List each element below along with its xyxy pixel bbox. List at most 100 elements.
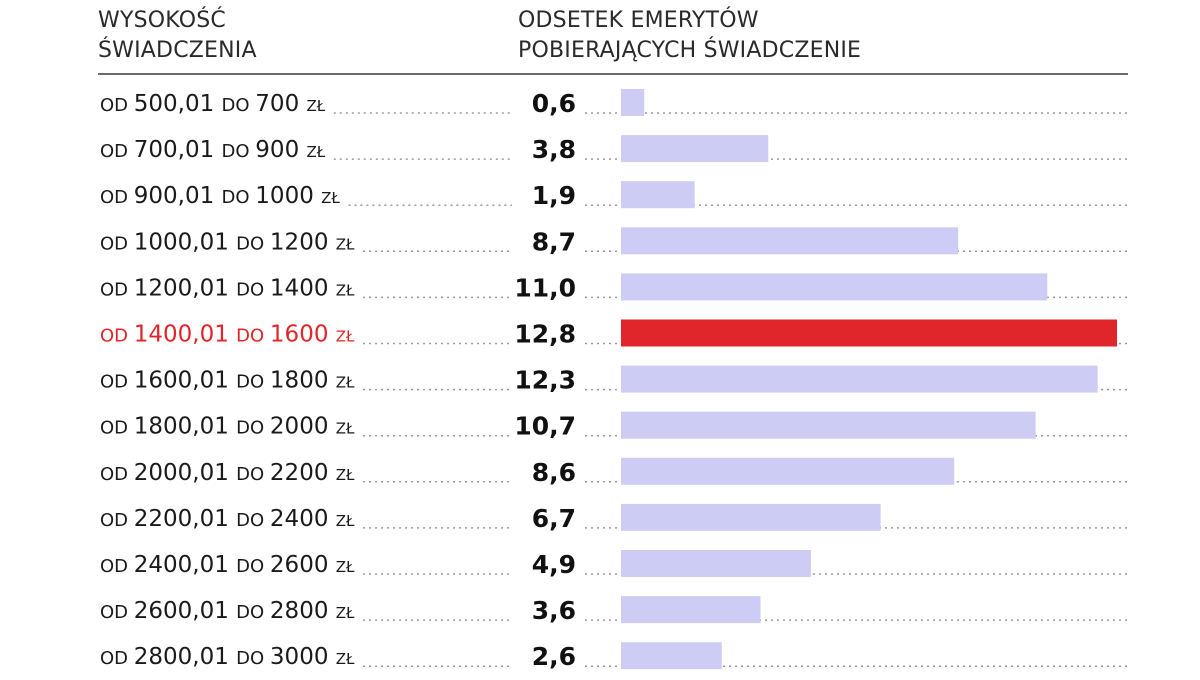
range-connector: DO bbox=[236, 510, 270, 531]
category-header-line-2: ŚWIADCZENIA bbox=[98, 38, 257, 63]
category-column-header: WYSOKOŚĆ ŚWIADCZENIA bbox=[98, 6, 478, 66]
value-label: 0,6 bbox=[532, 89, 576, 118]
category-label: OD 700,01 DO 900 ZŁ bbox=[100, 137, 326, 163]
range-from: 2400,01 bbox=[134, 552, 236, 578]
category-label: OD 2200,01 DO 2400 ZŁ bbox=[100, 506, 355, 532]
range-prefix: OD bbox=[100, 141, 134, 162]
bar bbox=[621, 365, 1098, 393]
bar bbox=[621, 550, 811, 577]
range-unit: ZŁ bbox=[307, 143, 326, 161]
category-label: OD 2400,01 DO 2600 ZŁ bbox=[100, 552, 355, 578]
chart-row: OD 1600,01 DO 1800 ZŁ 12,3 bbox=[100, 365, 1128, 395]
range-prefix: OD bbox=[100, 556, 134, 577]
range-connector: DO bbox=[236, 602, 270, 623]
range-prefix: OD bbox=[100, 187, 134, 208]
range-from: 1000,01 bbox=[134, 229, 236, 255]
range-from: 2200,01 bbox=[134, 506, 236, 532]
chart-row: OD 500,01 DO 700 ZŁ 0,6 bbox=[100, 89, 1128, 118]
range-unit: ZŁ bbox=[336, 281, 355, 299]
bar bbox=[621, 273, 1048, 301]
bar bbox=[621, 227, 959, 255]
header-divider bbox=[98, 73, 1128, 75]
range-to: 700 bbox=[255, 91, 306, 117]
value-label: 8,7 bbox=[532, 227, 576, 256]
range-from: 2800,01 bbox=[134, 644, 236, 670]
bar bbox=[621, 457, 955, 485]
category-label: OD 500,01 DO 700 ZŁ bbox=[100, 91, 326, 117]
value-label: 2,6 bbox=[532, 642, 576, 671]
range-connector: DO bbox=[222, 187, 256, 208]
range-from: 1200,01 bbox=[134, 275, 236, 301]
range-unit: ZŁ bbox=[336, 558, 355, 576]
range-to: 1400 bbox=[270, 275, 336, 301]
chart-row: OD 900,01 DO 1000 ZŁ 1,9 bbox=[100, 181, 1128, 210]
value-label: 6,7 bbox=[532, 504, 576, 533]
range-connector: DO bbox=[236, 464, 270, 485]
bar bbox=[621, 642, 722, 670]
value-label: 8,6 bbox=[532, 458, 576, 487]
value-label: 12,3 bbox=[514, 366, 576, 395]
bar bbox=[621, 503, 881, 531]
range-from: 700,01 bbox=[134, 137, 222, 163]
category-label: OD 2600,01 DO 2800 ZŁ bbox=[100, 598, 355, 624]
chart-row: OD 2200,01 DO 2400 ZŁ 6,7 bbox=[100, 503, 1128, 533]
range-unit: ZŁ bbox=[321, 189, 340, 207]
range-prefix: OD bbox=[100, 279, 134, 300]
range-connector: DO bbox=[222, 95, 256, 116]
range-to: 1800 bbox=[270, 368, 336, 394]
range-prefix: OD bbox=[100, 602, 134, 623]
bar bbox=[621, 89, 645, 116]
category-header-line-1: WYSOKOŚĆ bbox=[98, 8, 226, 33]
bar bbox=[621, 411, 1036, 439]
range-to: 2200 bbox=[270, 460, 336, 486]
value-label: 4,9 bbox=[532, 550, 576, 579]
category-label: OD 1400,01 DO 1600 ZŁ bbox=[100, 322, 355, 348]
category-label: OD 1800,01 DO 2000 ZŁ bbox=[100, 414, 355, 440]
bar bbox=[621, 319, 1117, 347]
chart-row: OD 2600,01 DO 2800 ZŁ 3,6 bbox=[100, 596, 1128, 625]
range-from: 1600,01 bbox=[134, 368, 236, 394]
range-to: 2800 bbox=[270, 598, 336, 624]
value-label: 12,8 bbox=[514, 320, 576, 349]
range-unit: ZŁ bbox=[307, 97, 326, 115]
range-prefix: OD bbox=[100, 418, 134, 439]
category-label: OD 1200,01 DO 1400 ZŁ bbox=[100, 275, 355, 301]
range-to: 2400 bbox=[270, 506, 336, 532]
range-prefix: OD bbox=[100, 648, 134, 669]
range-unit: ZŁ bbox=[336, 604, 355, 622]
range-to: 1600 bbox=[270, 322, 336, 348]
chart-row: OD 1800,01 DO 2000 ZŁ 10,7 bbox=[100, 411, 1128, 441]
bar bbox=[621, 135, 769, 163]
chart-row: OD 1400,01 DO 1600 ZŁ 12,8 bbox=[100, 319, 1128, 349]
range-from: 2600,01 bbox=[134, 598, 236, 624]
value-label: 10,7 bbox=[514, 412, 576, 441]
range-prefix: OD bbox=[100, 464, 134, 485]
range-unit: ZŁ bbox=[336, 466, 355, 484]
value-label: 11,0 bbox=[514, 273, 576, 302]
range-unit: ZŁ bbox=[336, 374, 355, 392]
range-connector: DO bbox=[236, 556, 270, 577]
value-header-line-2: POBIERAJĄCYCH ŚWIADCZENIE bbox=[518, 38, 862, 63]
range-connector: DO bbox=[236, 279, 270, 300]
range-prefix: OD bbox=[100, 326, 134, 347]
range-to: 1200 bbox=[270, 229, 336, 255]
range-connector: DO bbox=[236, 233, 270, 254]
range-connector: DO bbox=[222, 141, 256, 162]
range-from: 2000,01 bbox=[134, 460, 236, 486]
range-to: 2000 bbox=[270, 414, 336, 440]
chart-row: OD 2800,01 DO 3000 ZŁ 2,6 bbox=[100, 642, 1128, 671]
range-from: 1800,01 bbox=[134, 414, 236, 440]
category-label: OD 2000,01 DO 2200 ZŁ bbox=[100, 460, 355, 486]
value-label: 3,8 bbox=[532, 135, 576, 164]
range-from: 1400,01 bbox=[134, 322, 236, 348]
chart-row: OD 1000,01 DO 1200 ZŁ 8,7 bbox=[100, 227, 1128, 256]
range-unit: ZŁ bbox=[336, 650, 355, 668]
range-connector: DO bbox=[236, 418, 270, 439]
chart-row: OD 700,01 DO 900 ZŁ 3,8 bbox=[100, 135, 1128, 164]
range-unit: ZŁ bbox=[336, 512, 355, 530]
range-prefix: OD bbox=[100, 95, 134, 116]
range-from: 900,01 bbox=[134, 183, 222, 209]
range-to: 3000 bbox=[270, 644, 336, 670]
range-to: 1000 bbox=[255, 183, 321, 209]
